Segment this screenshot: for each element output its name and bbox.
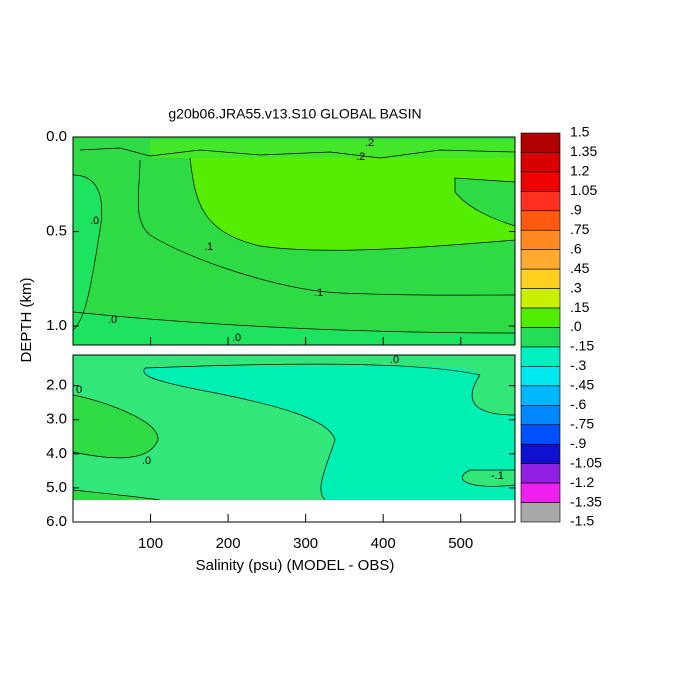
colorbar-box xyxy=(520,346,561,367)
contour-label: .1 xyxy=(204,241,213,253)
colorbar-box xyxy=(520,424,561,445)
y-axis-label: DEPTH (km) xyxy=(18,278,35,363)
colorbar-label: -.6 xyxy=(570,396,587,412)
colorbar-box xyxy=(520,502,561,523)
colorbar-box xyxy=(520,288,561,309)
x-tick-label: 200 xyxy=(216,535,241,552)
chart-title: g20b06.JRA55.v13.S10 GLOBAL BASIN xyxy=(168,106,421,122)
x-tick-label: 400 xyxy=(371,535,396,552)
colorbar-label: -1.5 xyxy=(570,513,594,529)
x-tick-label: 300 xyxy=(293,535,318,552)
y-tick-label: 2.0 xyxy=(46,377,67,394)
upper-frame xyxy=(72,136,516,346)
colorbar-label: -1.05 xyxy=(570,454,602,470)
colorbar-box xyxy=(520,307,561,328)
colorbar-label: .45 xyxy=(570,260,590,276)
contour-label: .1 xyxy=(314,287,323,299)
colorbar-label: -.15 xyxy=(570,338,594,354)
colorbar-label: .9 xyxy=(570,202,582,218)
colorbar-label: 1.05 xyxy=(570,182,597,198)
y-tick-label: 4.0 xyxy=(46,445,67,462)
upper-field xyxy=(72,137,516,345)
y-tick-label: 1.0 xyxy=(46,317,67,334)
colorbar-box xyxy=(520,132,561,153)
colorbar-label: -.9 xyxy=(570,435,587,451)
y-tick-label: 0.0 xyxy=(46,128,67,145)
contour-labels: .2 .2 .0 .1 .1 .0 .0 .0 .0 -.1 0 xyxy=(76,137,504,482)
colorbar-box xyxy=(520,249,561,270)
x-tick-label: 100 xyxy=(138,535,163,552)
colorbar-box xyxy=(520,152,561,173)
colorbar-box xyxy=(520,229,561,251)
colorbar-box xyxy=(520,482,561,503)
colorbar-box xyxy=(520,210,561,231)
x-tick-label: 500 xyxy=(448,535,473,552)
lower-field xyxy=(72,355,516,522)
y-tick-label: 6.0 xyxy=(46,513,67,530)
colorbar-label: .0 xyxy=(570,318,582,334)
colorbar-box xyxy=(520,268,561,289)
y-tick-label: 3.0 xyxy=(46,411,67,428)
colorbar-box xyxy=(520,463,561,484)
colorbar-label: -.75 xyxy=(570,415,594,431)
colorbar-box xyxy=(520,327,561,348)
colorbar-label: 1.2 xyxy=(570,163,590,179)
contour-label: -.1 xyxy=(491,470,504,482)
colorbar-box xyxy=(520,443,561,464)
y-tick-label: 5.0 xyxy=(46,479,67,496)
colorbar-label: .75 xyxy=(570,221,590,237)
contour-label: 0 xyxy=(76,384,82,396)
colorbar-box xyxy=(520,366,561,387)
contour-label: .0 xyxy=(108,314,117,326)
y-tick-label: 0.5 xyxy=(46,223,67,240)
colorbar-label: -1.2 xyxy=(570,474,594,490)
colorbar-label: .15 xyxy=(570,299,590,315)
colorbar-label: .3 xyxy=(570,279,582,295)
colorbar-label: 1.35 xyxy=(570,143,597,159)
contour-label: .2 xyxy=(356,151,365,163)
lower-frame xyxy=(72,354,516,523)
contour-label: .0 xyxy=(390,354,399,366)
colorbar-box xyxy=(520,404,561,426)
colorbar-box xyxy=(520,191,561,212)
colorbar-label: .6 xyxy=(570,240,582,256)
contour-label: .0 xyxy=(142,455,151,467)
colorbar-label: 1.5 xyxy=(570,124,590,140)
contour-label: .0 xyxy=(90,215,99,227)
colorbar-box xyxy=(520,385,561,406)
colorbar-box xyxy=(520,171,561,192)
colorbar-label: -1.35 xyxy=(570,493,602,509)
colorbar-label: -.3 xyxy=(570,357,587,373)
contour-label: .2 xyxy=(365,137,374,149)
contour-label: .0 xyxy=(232,332,241,344)
x-axis-label: Salinity (psu) (MODEL - OBS) xyxy=(196,557,395,574)
colorbar-label: -.45 xyxy=(570,377,594,393)
